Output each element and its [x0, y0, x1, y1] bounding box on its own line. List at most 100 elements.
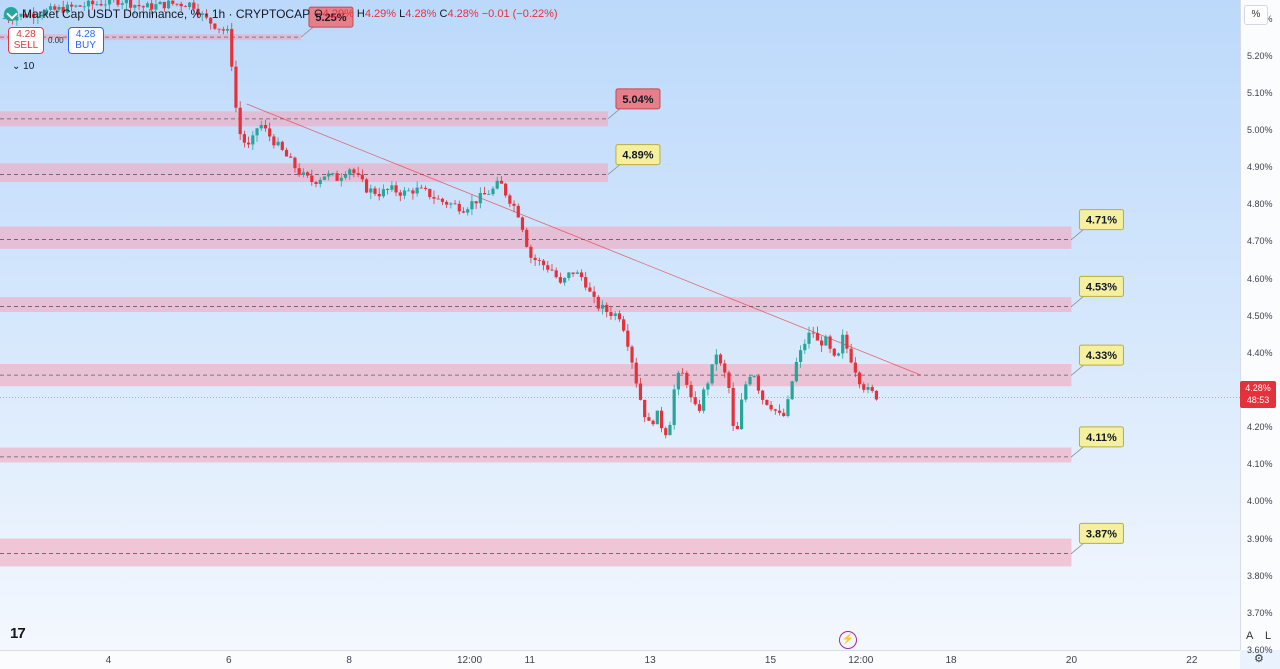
candle-body-79: [335, 173, 339, 181]
y-tick-label: 4.50%: [1247, 310, 1273, 321]
ohlc-open-label: O: [314, 8, 323, 20]
candle-body-40: [171, 0, 175, 4]
current-price-value: 4.28%: [1245, 383, 1271, 393]
candle-body-89: [377, 193, 381, 197]
current-price-tag: 4.28% 48:53: [1240, 381, 1276, 408]
candle-body-140: [592, 291, 596, 297]
price-axis[interactable]: 5.30%5.20%5.10%5.00%4.90%4.80%4.70%4.60%…: [1240, 0, 1280, 655]
chart-plot-area[interactable]: 5.25% 5.04% 4.89% 4.71% 4.53% 4.33% 4.11% 3.87%: [0, 0, 1240, 650]
candle-body-161: [681, 372, 685, 374]
candle-body-70: [297, 168, 301, 175]
auto-scale-button[interactable]: A: [1246, 630, 1254, 642]
candle-body-175: [739, 399, 744, 430]
zone-label-pointer-6: [1071, 446, 1084, 458]
candle-body-55: [234, 66, 238, 108]
candle-body-19: [82, 6, 86, 8]
candle-body-142: [600, 304, 605, 309]
candle-body-151: [638, 383, 643, 400]
candle-body-167: [706, 383, 710, 390]
candle-body-67: [284, 149, 289, 157]
candle-body-13: [57, 6, 61, 10]
candle-body-46: [196, 8, 200, 15]
zone-band-7: [0, 538, 1072, 567]
candle-body-181: [765, 399, 769, 405]
candle-body-116: [491, 188, 495, 195]
candle-body-52: [221, 29, 225, 31]
candle-body-125: [529, 246, 533, 258]
candle-body-189: [798, 350, 803, 362]
x-tick-label: 18: [945, 655, 957, 666]
candle-body-113: [478, 193, 482, 204]
candle-body-32: [137, 5, 141, 7]
zone-label-0: 5.25%: [315, 12, 346, 24]
ohlc-close-label: C: [439, 8, 448, 20]
time-axis[interactable]: 4 6 8 12:00 11 13 15 12:00 18 20 22: [0, 650, 1240, 669]
gear-icon[interactable]: ⚙: [1254, 653, 1264, 665]
candle-body-123: [520, 217, 525, 230]
lightning-icon[interactable]: ⚡: [839, 631, 857, 649]
candle-body-145: [613, 313, 617, 316]
zone-band-3: [0, 226, 1072, 249]
buy-button[interactable]: 4.28 BUY: [67, 27, 104, 54]
candle-body-110: [466, 209, 470, 213]
candle-body-196: [828, 336, 832, 349]
candle-body-111: [470, 201, 474, 210]
candle-body-28: [120, 3, 124, 5]
log-scale-button[interactable]: L: [1265, 630, 1272, 642]
candle-body-165: [697, 404, 702, 411]
candle-body-48: [204, 13, 209, 18]
candle-body-29: [124, 0, 129, 4]
candle-body-104: [440, 198, 445, 202]
candle-body-22: [95, 4, 99, 5]
x-tick-label: 6: [225, 655, 232, 666]
y-tick-label: 4.90%: [1247, 162, 1273, 173]
candle-body-202: [853, 362, 857, 373]
candle-body-186: [786, 399, 790, 416]
tradingview-logo-icon[interactable]: 17: [10, 625, 26, 642]
zone-label-7: 3.87%: [1086, 528, 1117, 540]
zone-label-box-4: [1078, 275, 1124, 297]
zone-label-box-6: [1078, 426, 1124, 448]
candle-body-124: [525, 229, 529, 247]
zone-label-5: 4.33%: [1086, 350, 1117, 362]
candle-body-194: [820, 340, 824, 346]
candle-body-190: [803, 343, 807, 351]
candle-body-66: [280, 141, 284, 150]
candle-body-203: [857, 372, 862, 385]
candle-body-53: [225, 28, 230, 31]
bar-countdown: 48:53: [1246, 395, 1270, 405]
candle-body-179: [756, 376, 761, 391]
candle-body-64: [272, 136, 276, 146]
indicators-toggle[interactable]: ⌄ 10: [12, 61, 34, 72]
candle-body-73: [310, 175, 314, 183]
candle-body-108: [457, 203, 461, 212]
candle-body-129: [546, 265, 550, 270]
candle-body-80: [339, 177, 343, 181]
y-tick-label: 3.80%: [1247, 570, 1273, 581]
sell-button[interactable]: 4.28 SELL: [8, 27, 44, 54]
candle-body-34: [145, 3, 150, 8]
candle-body-156: [659, 410, 664, 429]
percent-scale-button[interactable]: %: [1244, 5, 1268, 25]
candle-body-207: [874, 390, 879, 400]
candle-body-8: [36, 16, 40, 18]
candle-body-68: [289, 156, 293, 158]
y-tick-label: 4.40%: [1247, 347, 1273, 358]
candle-body-106: [449, 203, 453, 205]
candle-body-41: [175, 3, 179, 5]
candle-body-33: [141, 6, 145, 8]
candle-body-172: [727, 372, 731, 388]
candle-body-193: [815, 333, 820, 341]
ohlc-open: 4.29%: [322, 8, 354, 20]
candle-body-92: [390, 185, 394, 190]
sell-label: SELL: [13, 40, 39, 51]
zone-label-box-7: [1078, 522, 1124, 544]
candle-body-182: [769, 404, 773, 410]
candle-body-177: [748, 376, 752, 385]
symbol-title[interactable]: Market Cap USDT Dominance, % · 1h · CRYP…: [22, 7, 311, 21]
candle-body-78: [331, 173, 335, 175]
zone-label-box-0: [308, 6, 354, 28]
candle-body-115: [487, 194, 491, 195]
candle-body-185: [782, 412, 786, 416]
candle-body-183: [773, 409, 777, 411]
